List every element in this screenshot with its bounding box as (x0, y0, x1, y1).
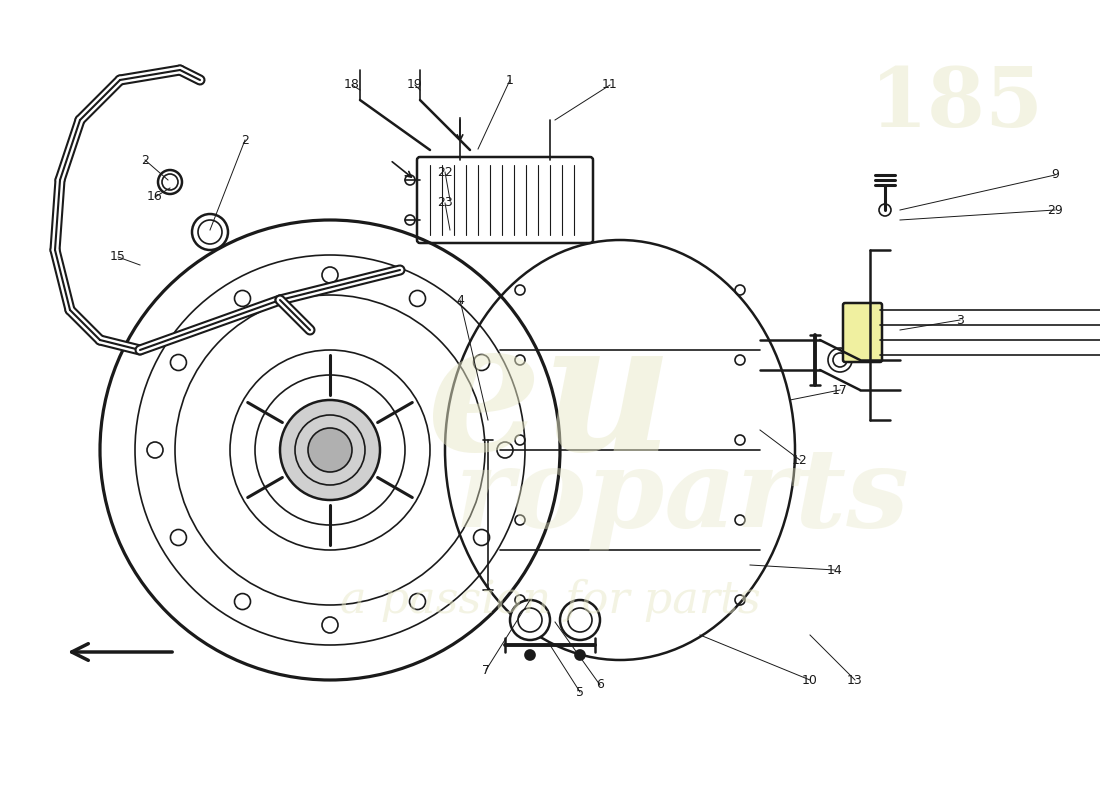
Text: 5: 5 (576, 686, 584, 698)
Text: a passion for parts: a passion for parts (340, 578, 760, 622)
Circle shape (158, 170, 182, 194)
Text: 12: 12 (792, 454, 807, 466)
Text: 4: 4 (456, 294, 464, 306)
Circle shape (560, 600, 600, 640)
Text: 13: 13 (847, 674, 862, 686)
Circle shape (575, 650, 585, 660)
Circle shape (525, 650, 535, 660)
Text: 11: 11 (602, 78, 618, 91)
Text: 17: 17 (832, 383, 848, 397)
Text: 185: 185 (870, 64, 1044, 144)
Circle shape (828, 348, 852, 372)
Text: roparts: roparts (454, 442, 910, 550)
Text: eu: eu (427, 312, 673, 488)
Text: 7: 7 (482, 663, 490, 677)
Text: 2: 2 (141, 154, 149, 166)
FancyBboxPatch shape (843, 303, 882, 362)
Text: 23: 23 (437, 197, 453, 210)
Text: 6: 6 (596, 678, 604, 691)
Text: 19: 19 (407, 78, 422, 91)
Text: 29: 29 (1047, 203, 1063, 217)
Text: 2: 2 (241, 134, 249, 146)
Text: 9: 9 (1052, 169, 1059, 182)
Text: 3: 3 (956, 314, 964, 326)
Text: 14: 14 (827, 563, 843, 577)
Circle shape (510, 600, 550, 640)
Circle shape (879, 204, 891, 216)
Text: 18: 18 (344, 78, 360, 91)
Circle shape (192, 214, 228, 250)
Circle shape (280, 400, 380, 500)
Circle shape (308, 428, 352, 472)
Text: 10: 10 (802, 674, 818, 686)
Text: 1: 1 (506, 74, 514, 86)
Text: 15: 15 (110, 250, 125, 263)
Text: 22: 22 (437, 166, 453, 178)
Text: 16: 16 (147, 190, 163, 203)
